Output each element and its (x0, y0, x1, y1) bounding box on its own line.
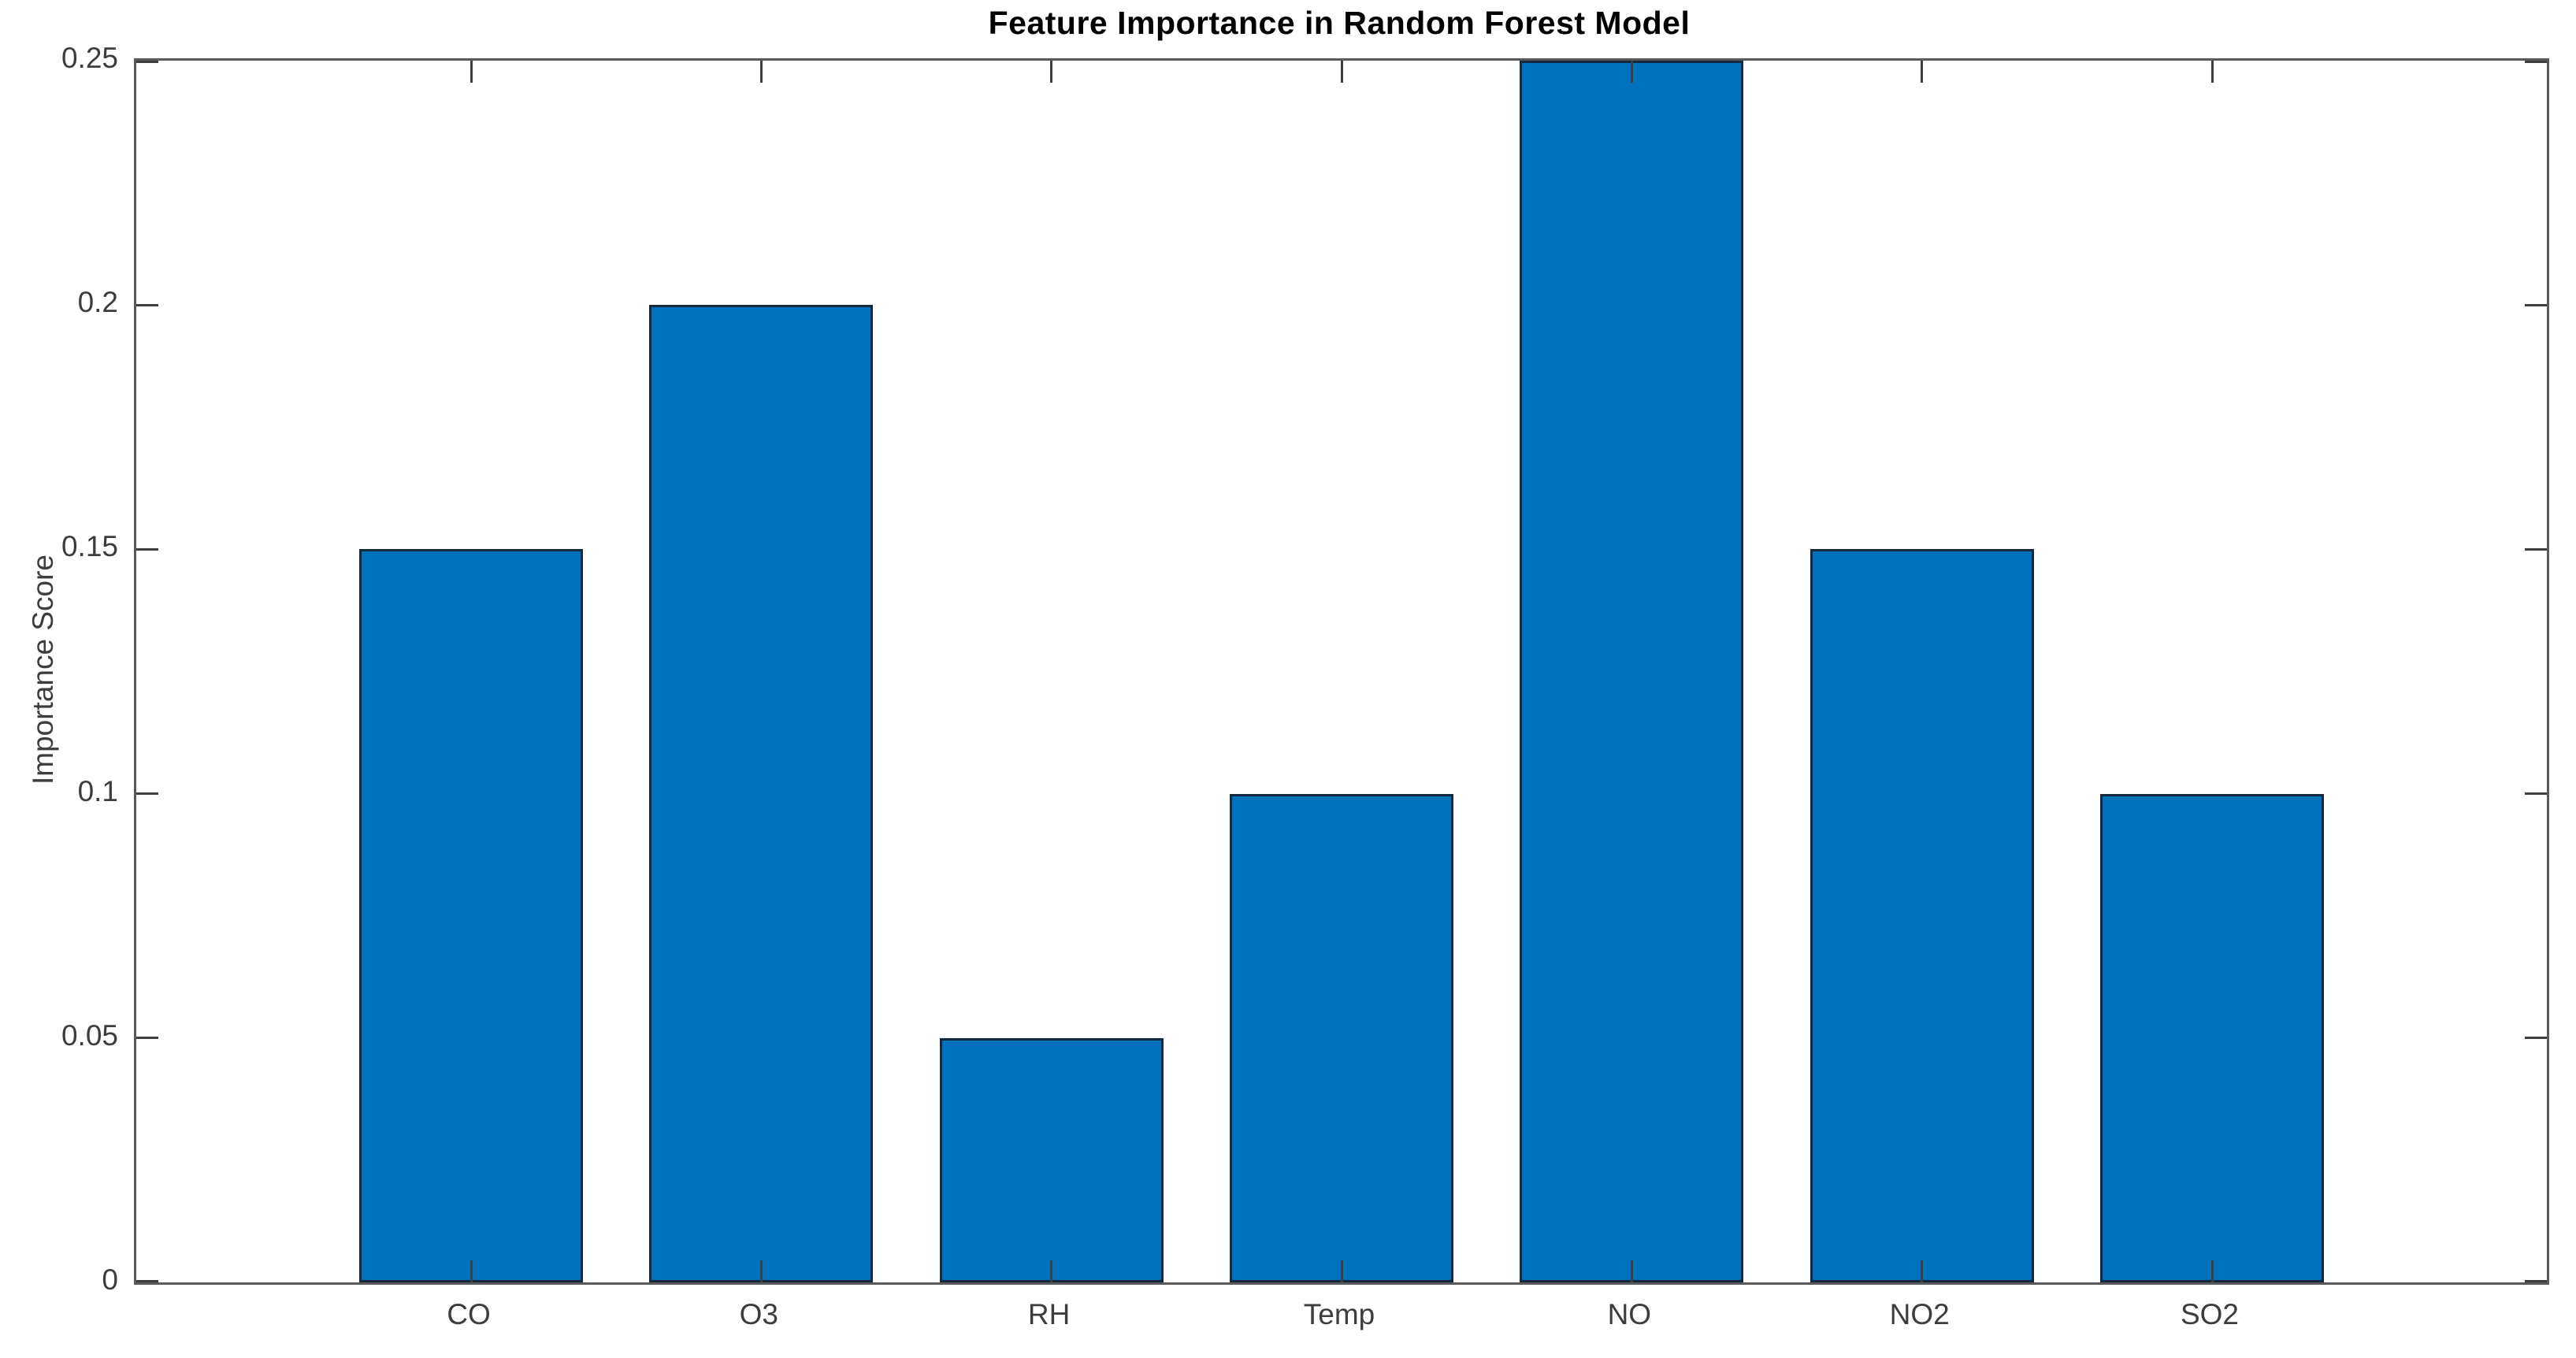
y-tick-left (136, 303, 158, 306)
y-tick-left (136, 547, 158, 551)
bar-no2 (1810, 549, 2034, 1282)
x-tick-top (470, 61, 473, 83)
chart-title: Feature Importance in Random Forest Mode… (988, 5, 1691, 41)
y-tick-right (2525, 1280, 2547, 1282)
x-tick-label-co: CO (447, 1298, 491, 1330)
x-tick-top (1050, 61, 1053, 83)
x-tick-label-no2: NO2 (1889, 1298, 1950, 1330)
x-tick-label-no: NO (1607, 1298, 1652, 1330)
y-tick-label-0.15: 0.15 (61, 530, 118, 563)
y-tick-left (136, 61, 158, 63)
y-axis-title: Importance Score (27, 554, 59, 785)
y-tick-right (2525, 547, 2547, 551)
x-tick-top (759, 61, 763, 83)
y-tick-right (2525, 1037, 2547, 1040)
y-tick-right (2525, 792, 2547, 796)
x-tick-top (1340, 61, 1343, 83)
bar-rh (939, 1037, 1164, 1282)
plot-area (134, 58, 2549, 1285)
x-tick-top (1921, 61, 1924, 83)
y-tick-label-0.05: 0.05 (61, 1018, 118, 1052)
bar-so2 (2100, 793, 2324, 1282)
y-tick-left (136, 1037, 158, 1040)
y-tick-right (2525, 303, 2547, 306)
y-tick-label-0: 0 (102, 1263, 118, 1296)
bar-o3 (649, 305, 874, 1282)
bar-temp (1230, 793, 1453, 1282)
x-tick-label-o3: O3 (739, 1298, 778, 1330)
y-tick-left (136, 1280, 158, 1282)
y-tick-right (2525, 61, 2547, 63)
x-tick-top (2210, 61, 2214, 83)
y-tick-left (136, 792, 158, 796)
x-tick-label-temp: Temp (1303, 1298, 1375, 1330)
y-tick-label-0.25: 0.25 (61, 42, 118, 74)
y-tick-label-0.1: 0.1 (77, 774, 118, 807)
x-tick-label-so2: SO2 (2180, 1298, 2240, 1330)
x-tick-label-rh: RH (1027, 1298, 1071, 1330)
bar-no (1520, 61, 1744, 1282)
bar-co (359, 549, 583, 1282)
y-tick-label-0.2: 0.2 (77, 286, 118, 319)
